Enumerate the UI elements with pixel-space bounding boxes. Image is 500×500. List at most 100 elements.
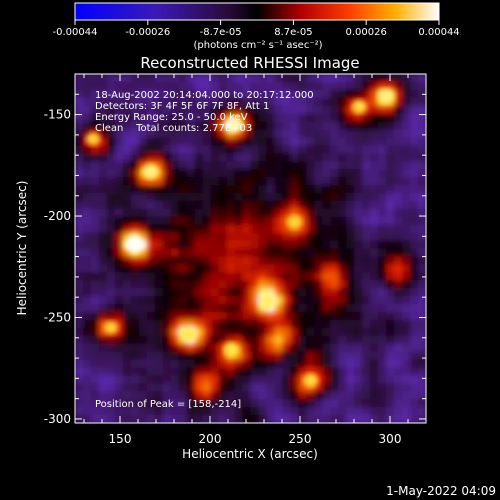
heatmap-cell — [258, 192, 268, 202]
heatmap-cell — [418, 74, 426, 83]
heatmap-cell — [258, 185, 268, 194]
heatmap-cell — [202, 224, 212, 234]
heatmap-cell — [130, 359, 140, 369]
x-axis-label: Heliocentric X (arcsec) — [182, 447, 318, 461]
heatmap-cell — [162, 137, 172, 146]
heatmap-cell — [202, 121, 212, 131]
heatmap-cell — [186, 74, 196, 83]
heatmap-cell — [282, 264, 291, 273]
heatmap-cell — [282, 296, 291, 305]
heatmap-cell — [242, 216, 252, 226]
heatmap-cell — [418, 240, 426, 250]
heatmap-cell — [314, 383, 323, 392]
heatmap-cell — [410, 280, 419, 289]
heatmap-cell — [298, 137, 307, 146]
heatmap-cell — [370, 121, 379, 131]
heatmap-cell — [362, 153, 371, 162]
heatmap-cell — [106, 383, 116, 392]
heatmap-cell — [234, 296, 244, 305]
heatmap-cell — [410, 319, 419, 329]
heatmap-cell — [154, 169, 164, 178]
heatmap-cell — [402, 280, 411, 289]
heatmap-cell — [258, 161, 268, 170]
heatmap-cell — [402, 391, 411, 400]
heatmap-cell — [306, 121, 315, 131]
heatmap-cell — [362, 81, 371, 91]
heatmap-cell — [338, 391, 347, 400]
heatmap-cell — [194, 240, 204, 250]
heatmap-cell — [394, 169, 403, 178]
heatmap-cell — [226, 327, 236, 337]
heatmap-cell — [75, 81, 84, 91]
heatmap-cell — [138, 311, 148, 321]
heatmap-cell — [138, 185, 148, 194]
heatmap-cell — [90, 264, 100, 273]
heatmap-cell — [170, 383, 180, 392]
heatmap-cell — [218, 304, 228, 313]
heatmap-cell — [394, 113, 403, 123]
heatmap-cell — [290, 407, 299, 416]
heatmap-cell — [290, 256, 299, 265]
heatmap-cell — [130, 343, 140, 353]
heatmap-cell — [146, 224, 156, 234]
heatmap-cell — [130, 105, 140, 115]
heatmap-cell — [162, 311, 172, 321]
heatmap-cell — [146, 232, 156, 242]
heatmap-cell — [322, 97, 331, 107]
heatmap-cell — [186, 248, 196, 258]
heatmap-cell — [146, 97, 156, 107]
heatmap-cell — [170, 240, 180, 250]
heatmap-cell — [322, 192, 331, 202]
heatmap-cell — [418, 383, 426, 392]
heatmap-cell — [370, 280, 379, 289]
heatmap-cell — [418, 137, 426, 146]
heatmap-cell — [106, 407, 116, 416]
heatmap-cell — [314, 240, 323, 250]
heatmap-cell — [250, 121, 260, 131]
heatmap-cell — [338, 177, 347, 186]
heatmap-cell — [418, 248, 426, 258]
heatmap-cell — [75, 129, 84, 139]
heatmap-cell — [210, 288, 220, 297]
heatmap-cell — [338, 185, 347, 194]
heatmap-cell — [90, 121, 100, 131]
heatmap-cell — [298, 74, 307, 83]
heatmap-cell — [170, 192, 180, 202]
heatmap-cell — [90, 272, 100, 281]
heatmap-cell — [138, 121, 148, 131]
heatmap-cell — [138, 232, 148, 242]
heatmap-cell — [226, 192, 236, 202]
heatmap-cell — [202, 192, 212, 202]
heatmap-cell — [202, 311, 212, 321]
heatmap-cell — [354, 319, 363, 329]
heatmap-cell — [322, 113, 331, 123]
heatmap-cell — [386, 113, 395, 123]
heatmap-cell — [394, 161, 403, 170]
heatmap-cell — [82, 89, 92, 99]
heatmap-cell — [250, 327, 260, 337]
heatmap-cell — [82, 208, 92, 218]
heatmap-cell — [186, 89, 196, 99]
heatmap-cell — [154, 383, 164, 392]
heatmap-cell — [194, 296, 204, 305]
heatmap-cell — [82, 343, 92, 353]
heatmap-cell — [314, 280, 323, 289]
heatmap-cell — [354, 74, 363, 83]
heatmap-cell — [298, 296, 307, 305]
heatmap-cell — [138, 97, 148, 107]
heatmap-cell — [330, 240, 339, 250]
heatmap-cell — [234, 335, 244, 345]
heatmap-cell — [75, 367, 84, 377]
heatmap-cell — [106, 311, 116, 321]
heatmap-cell — [322, 185, 331, 194]
heatmap-cell — [266, 129, 276, 139]
heatmap-cell — [186, 304, 196, 313]
heatmap-cell — [154, 327, 164, 337]
heatmap-cell — [418, 311, 426, 321]
heatmap-cell — [146, 311, 156, 321]
heatmap-cell — [418, 216, 426, 226]
heatmap-cell — [346, 145, 355, 154]
heatmap-cell — [306, 383, 315, 392]
heatmap-cell — [130, 153, 140, 162]
heatmap-cell — [274, 280, 284, 289]
